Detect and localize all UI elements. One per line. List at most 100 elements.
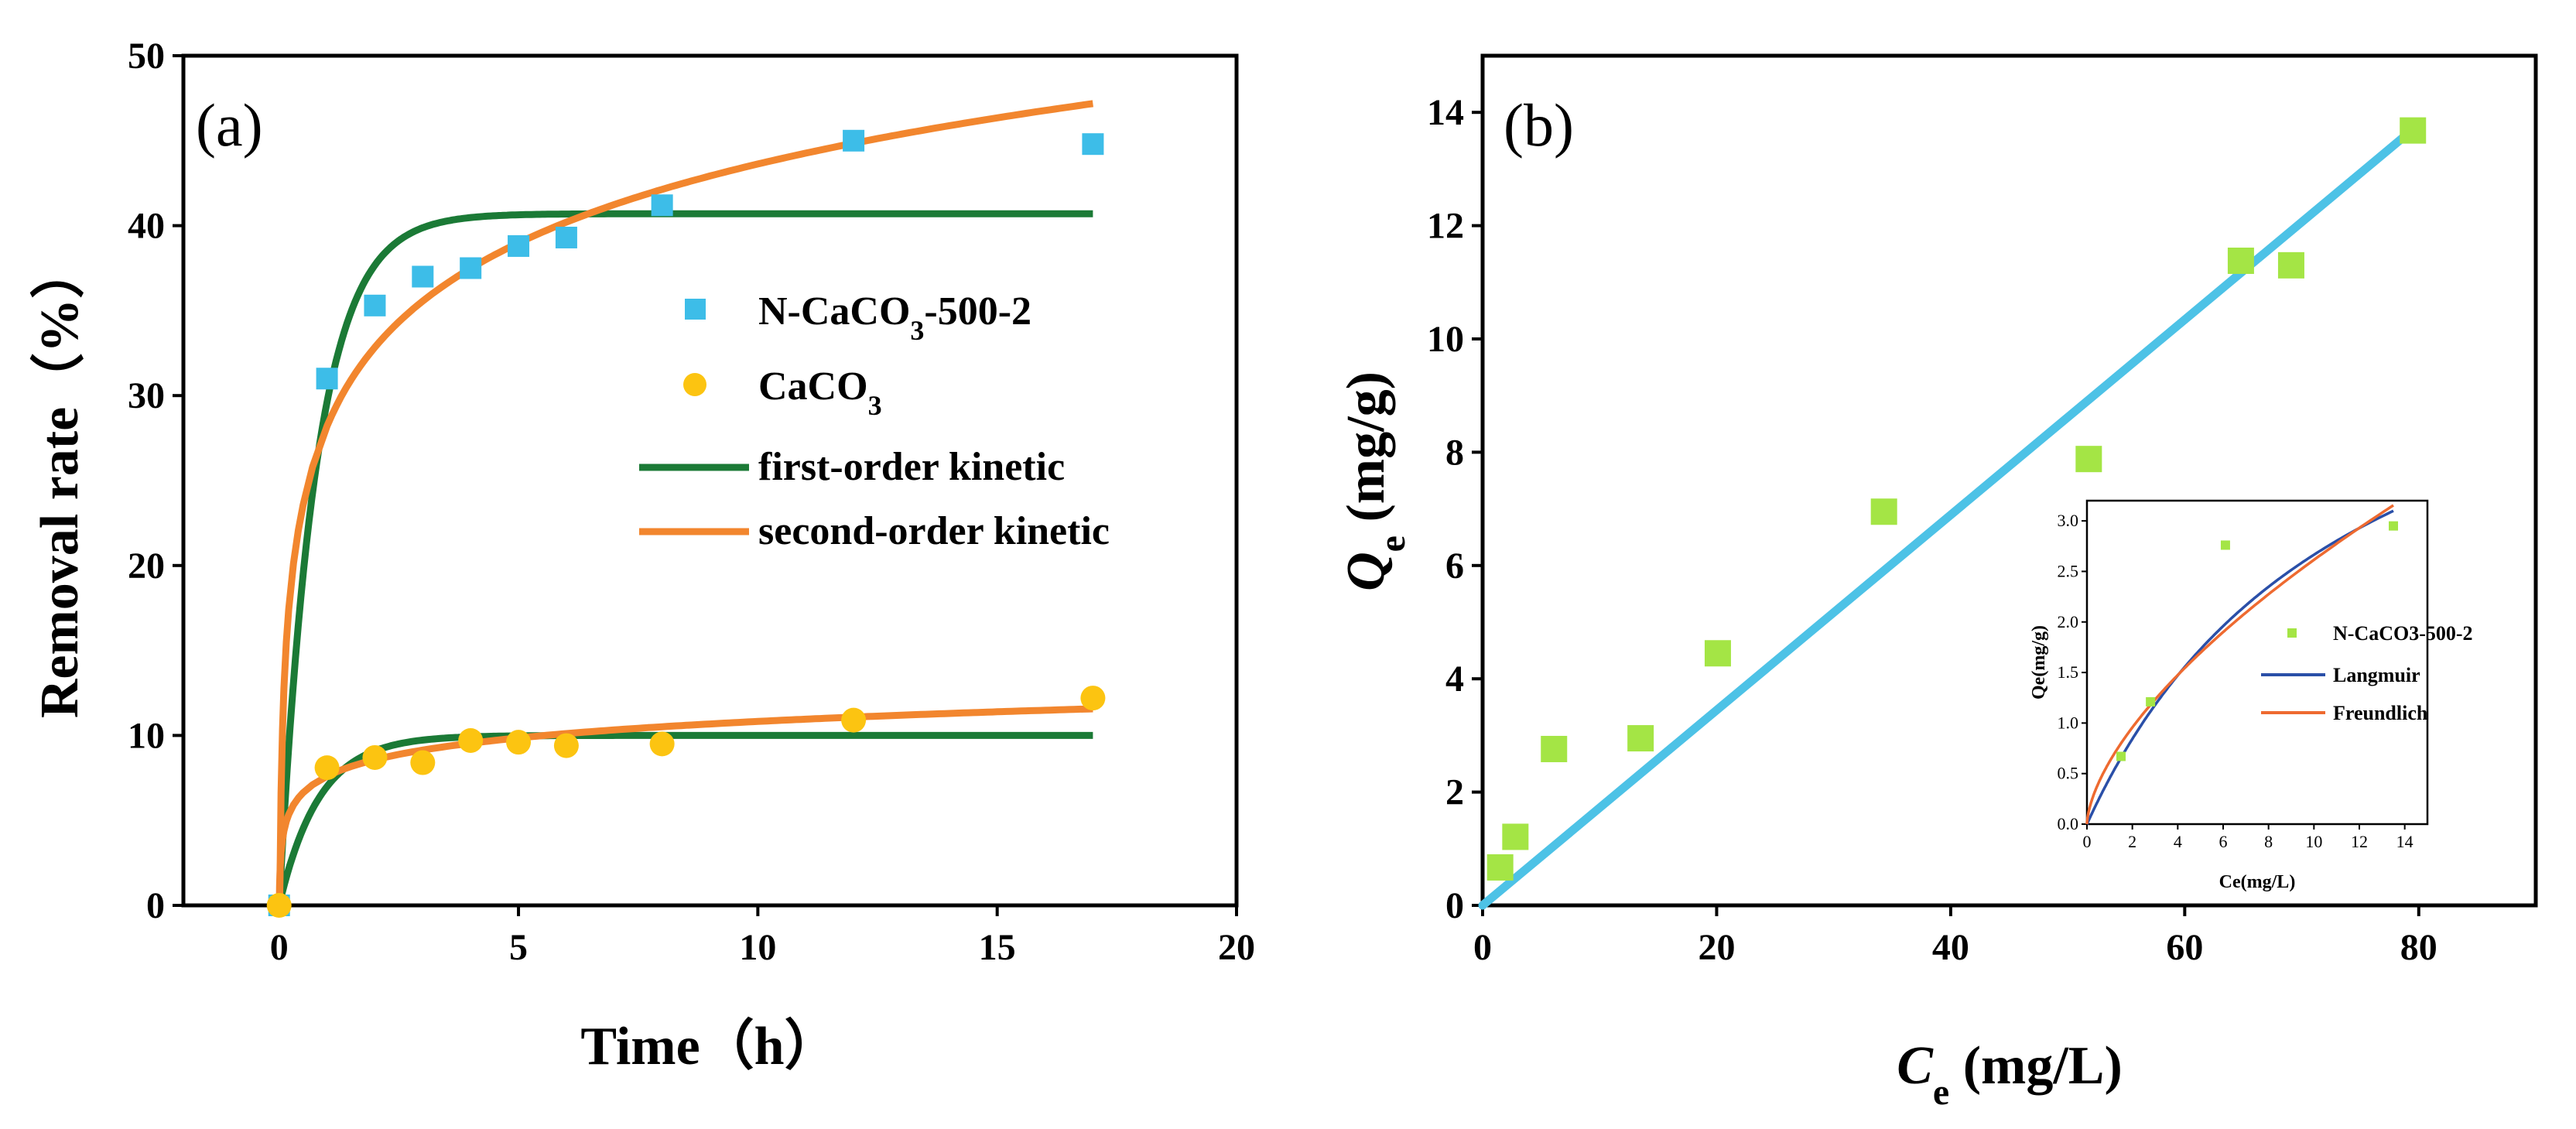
y-axis-label-b-tail: (mg/g) (1336, 371, 1396, 535)
y-tick-label-a: 10 (128, 715, 165, 756)
x-tick-label-a: 10 (739, 927, 776, 968)
inset-legend: N-CaCO3-500-2 Langmuir Freundlich (2261, 622, 2473, 724)
y-tick-label-b: 0 (1445, 885, 1464, 926)
data-point-n-caco3 (412, 265, 434, 288)
inset-data-point (2389, 521, 2398, 531)
x-tick-label-a: 0 (270, 927, 289, 968)
inset-y-tick-label: 0.0 (2058, 814, 2079, 833)
legend-label-first-order: first-order kinetic (758, 445, 1065, 489)
y-tick-label-a: 50 (128, 36, 165, 77)
x-tick-label-b: 80 (2400, 927, 2437, 968)
inset-legend-label-langmuir: Langmuir (2333, 664, 2420, 686)
data-point-b (2400, 117, 2427, 144)
inset-x-tick-label: 8 (2264, 832, 2273, 851)
inset-data-point (2116, 751, 2126, 761)
inset-x-tick-label: 4 (2174, 832, 2182, 851)
data-point-caco3 (649, 731, 675, 757)
inset-chart: 0 2 4 6 8 10 12 14 0.0 0.5 1.0 1.5 2.0 2.5 3.0 N-CaCO… (2029, 488, 2473, 892)
inset-background (2033, 488, 2435, 828)
legend-n-caco3-tail: -500-2 (924, 289, 1031, 334)
plot-frame-b (1480, 53, 2538, 908)
legend-label-caco3: CaCO3 (758, 364, 882, 421)
y-tick-label-a: 20 (128, 546, 165, 587)
legend-n-caco3-base: N-CaCO (758, 289, 910, 334)
first-order-fit-n-caco3 (275, 210, 1094, 906)
y-tick-label-b: 12 (1427, 206, 1464, 247)
freundlich-curve (2085, 504, 2394, 824)
data-point-b (1870, 498, 1897, 525)
x-tick-label-a: 15 (979, 927, 1016, 968)
data-point-n-caco3 (316, 368, 338, 390)
inset-y-tick-label: 1.5 (2058, 662, 2079, 682)
legend-label-second-order: second-order kinetic (758, 509, 1110, 553)
inset-x-tick-label: 10 (2305, 832, 2322, 851)
y-axis-label-b-sub: e (1372, 535, 1413, 552)
y-tick-label-a: 40 (128, 206, 165, 247)
inset-x-axis-label: Ce(mg/L) (2219, 872, 2296, 892)
inset-x-tick-label: 14 (2396, 832, 2414, 851)
data-point-b (1486, 854, 1514, 881)
inset-legend-label-freundlich: Freundlich (2333, 702, 2428, 724)
y-tick-label-a: 30 (128, 375, 165, 416)
y-axis-label-b-main: Q (1336, 552, 1396, 591)
x-axis-label-a: Time（h） (580, 1016, 838, 1076)
data-point-caco3 (841, 707, 867, 733)
y-tick-label-b: 8 (1445, 432, 1464, 473)
data-point-b (1627, 725, 1654, 752)
legend-marker-caco3 (683, 373, 706, 396)
y-tick-label-a: 0 (146, 885, 165, 926)
plot-frame-a (181, 53, 1239, 908)
x-tick-label-a: 20 (1218, 927, 1255, 968)
x-tick-label-b: 20 (1698, 927, 1735, 968)
inset-frame (2085, 499, 2429, 826)
legend-a: N-CaCO3-500-2 CaCO3 first-order kinetic … (639, 289, 1110, 553)
y-axis-label-b: Qe (mg/g) (1336, 371, 1413, 591)
panel-label-a: (a) (196, 91, 263, 159)
x-axis-label-b-main: C (1897, 1036, 1934, 1096)
data-point-caco3 (410, 750, 436, 775)
data-point-n-caco3 (508, 234, 530, 257)
x-tick-label-b: 0 (1473, 927, 1492, 968)
data-point-n-caco3 (555, 226, 577, 248)
x-tick-label-b: 60 (2166, 927, 2203, 968)
second-order-fit-caco3 (275, 705, 1093, 909)
x-axis-label-b-sub: e (1933, 1072, 1949, 1113)
data-point-n-caco3 (843, 129, 865, 152)
inset-legend-marker-points (2287, 628, 2297, 638)
inset-x-tick-label: 2 (2128, 832, 2136, 851)
data-point-b (1502, 823, 1529, 850)
inset-x-tick-label: 6 (2219, 832, 2228, 851)
data-point-caco3 (1080, 686, 1106, 711)
x-tick-label-b: 40 (1932, 927, 1969, 968)
data-point-caco3 (553, 733, 579, 758)
y-tick-label-b: 10 (1427, 319, 1464, 360)
legend-caco3-sub: 3 (868, 390, 882, 421)
y-tick-label-b: 4 (1445, 659, 1464, 700)
legend-marker-n-caco3 (685, 299, 706, 320)
x-axis-label-b: Ce (mg/L) (1897, 1036, 2123, 1113)
legend-caco3-base: CaCO (758, 364, 868, 409)
inset-data-point (2146, 696, 2156, 706)
chart-b: 0 20 40 60 80 0 2 4 6 8 10 12 14 (b) Ce (mg/L) Qe (… (1336, 53, 2538, 1113)
inset-data-point (2220, 540, 2230, 550)
data-point-caco3 (314, 755, 340, 781)
inset-x-tick-label: 12 (2351, 832, 2368, 851)
x-tick-label-a: 5 (509, 927, 528, 968)
data-point-b (2277, 251, 2304, 279)
first-order-fit-caco3 (275, 731, 1094, 907)
data-point-b (2075, 446, 2102, 473)
y-tick-label-b: 14 (1427, 92, 1464, 133)
data-point-b (1704, 640, 1731, 667)
y-tick-label-b: 2 (1445, 772, 1464, 813)
inset-y-tick-label: 0.5 (2058, 764, 2079, 783)
inset-legend-label-points: N-CaCO3-500-2 (2333, 622, 2473, 645)
panel-label-b: (b) (1504, 91, 1574, 159)
data-point-n-caco3 (460, 257, 482, 279)
inset-y-axis-label: Qe(mg/g) (2029, 625, 2049, 700)
data-point-caco3 (506, 730, 532, 755)
data-point-caco3 (458, 727, 484, 753)
inset-y-tick-label: 1.0 (2058, 713, 2079, 732)
inset-y-tick-label: 2.5 (2058, 561, 2079, 580)
inset-y-tick-label: 2.0 (2058, 612, 2079, 631)
